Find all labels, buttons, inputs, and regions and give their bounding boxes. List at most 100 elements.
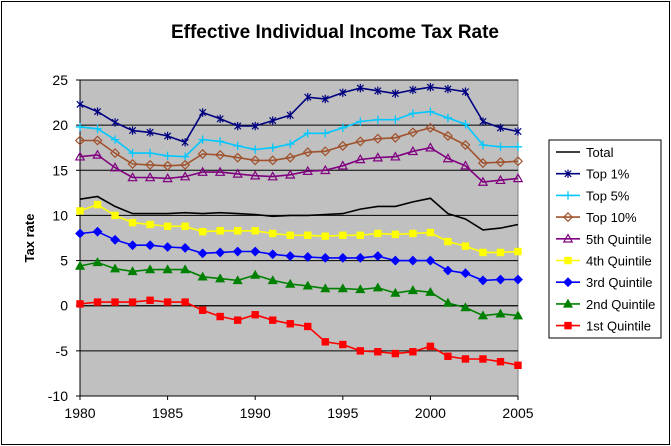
data-point-top-10pct [512, 156, 524, 167]
data-point-2nd-quintile [232, 275, 243, 285]
data-point-4th-quintile [76, 207, 84, 215]
data-point-5th-quintile [285, 169, 296, 179]
data-point-top-5pct [373, 115, 383, 124]
data-point-top-1pct [391, 89, 399, 98]
data-point-3rd-quintile [443, 265, 453, 276]
data-point-4th-quintile [181, 222, 189, 230]
data-point-top-5pct [286, 139, 295, 149]
data-point-1st-quintile [198, 306, 207, 314]
data-point-1st-quintile [409, 348, 417, 356]
data-point-4th-quintile [461, 242, 470, 250]
data-point-1st-quintile [339, 340, 347, 349]
data-point-4th-quintile [496, 248, 505, 257]
data-point-4th-quintile [286, 231, 294, 239]
data-point-4th-quintile [163, 222, 172, 230]
data-point-3rd-quintile [460, 268, 471, 279]
legend-label-3rd-quintile: 3rd Quintile [586, 275, 652, 290]
legend-marker-top-1pct [564, 169, 572, 178]
y-tick-label: 20 [52, 117, 68, 133]
data-point-top-5pct [215, 137, 225, 146]
data-point-4th-quintile [391, 230, 400, 239]
data-point-2nd-quintile [302, 280, 313, 290]
data-point-3rd-quintile [513, 274, 523, 285]
legend-label-top-1pct: Top 1% [586, 167, 630, 182]
series-top-5pct [75, 107, 523, 161]
data-point-3rd-quintile [110, 234, 120, 245]
data-point-5th-quintile [320, 164, 331, 175]
data-point-2nd-quintile [372, 282, 383, 292]
y-tick-label: 5 [60, 253, 68, 269]
data-point-top-5pct [321, 129, 330, 138]
data-point-3rd-quintile [215, 247, 226, 258]
data-point-top-5pct [391, 115, 400, 124]
data-point-1st-quintile [426, 342, 435, 351]
data-point-4th-quintile [426, 228, 435, 237]
data-point-top-10pct [232, 152, 243, 163]
data-point-top-10pct [145, 159, 156, 170]
data-point-5th-quintile [249, 170, 261, 180]
data-point-top-1pct [514, 127, 522, 136]
data-point-1st-quintile [163, 298, 172, 306]
series-2nd-quintile [74, 257, 524, 320]
data-point-2nd-quintile [162, 264, 173, 274]
data-point-5th-quintile [407, 145, 419, 156]
series-line-total [79, 195, 519, 231]
data-point-5th-quintile [92, 149, 103, 159]
data-point-top-10pct [109, 148, 121, 159]
data-point-2nd-quintile [390, 287, 401, 297]
series-3rd-quintile [75, 226, 523, 286]
data-point-5th-quintile [442, 153, 454, 163]
data-point-top-5pct [426, 107, 435, 116]
legend-label-2nd-quintile: 2nd Quintile [586, 297, 655, 312]
data-point-3rd-quintile [337, 252, 348, 263]
data-point-2nd-quintile [285, 278, 296, 288]
y-tick-label: 25 [52, 72, 68, 88]
data-point-2nd-quintile [425, 286, 436, 296]
data-point-top-5pct [163, 151, 172, 161]
legend-marker-3rd-quintile [563, 277, 573, 288]
data-point-5th-quintile [162, 172, 173, 183]
data-point-top-5pct [443, 113, 453, 123]
data-point-4th-quintile [479, 248, 487, 257]
data-point-top-1pct [128, 126, 137, 135]
data-point-top-10pct [180, 159, 191, 170]
data-point-5th-quintile [232, 168, 243, 178]
data-point-4th-quintile [374, 229, 382, 238]
data-point-3rd-quintile [372, 251, 383, 261]
data-point-top-1pct [181, 138, 189, 147]
data-point-top-1pct [93, 107, 102, 116]
x-tick-label: 1985 [152, 405, 183, 421]
data-point-1st-quintile [216, 312, 224, 321]
data-point-1st-quintile [514, 361, 522, 370]
legend-label-top-10pct: Top 10% [586, 210, 637, 225]
data-point-2nd-quintile [407, 285, 418, 295]
data-point-top-10pct [442, 130, 453, 142]
data-point-top-10pct [92, 135, 103, 146]
data-point-1st-quintile [356, 347, 365, 355]
data-point-top-10pct [197, 148, 208, 160]
data-point-top-10pct [267, 155, 278, 166]
data-point-top-10pct [425, 122, 436, 133]
data-point-5th-quintile [355, 154, 366, 164]
data-point-5th-quintile [144, 172, 156, 182]
data-point-top-10pct [285, 152, 296, 163]
data-point-3rd-quintile [355, 252, 366, 263]
data-point-2nd-quintile [477, 310, 489, 320]
legend-marker-1st-quintile [564, 321, 572, 330]
data-point-3rd-quintile [478, 275, 488, 286]
data-point-5th-quintile [477, 176, 489, 186]
plot-area [79, 79, 519, 397]
data-point-3rd-quintile [127, 240, 138, 251]
data-point-5th-quintile [109, 162, 121, 172]
data-point-top-5pct [268, 143, 277, 152]
data-point-5th-quintile [74, 151, 86, 161]
data-point-4th-quintile [216, 227, 224, 235]
data-point-top-1pct [426, 83, 435, 92]
data-point-top-1pct [199, 108, 207, 117]
data-point-top-5pct [513, 142, 523, 152]
data-point-2nd-quintile [442, 297, 453, 307]
data-point-2nd-quintile [215, 273, 226, 283]
x-tick-label: 2005 [502, 405, 533, 421]
data-point-top-1pct [409, 85, 417, 95]
data-point-5th-quintile [495, 174, 506, 185]
